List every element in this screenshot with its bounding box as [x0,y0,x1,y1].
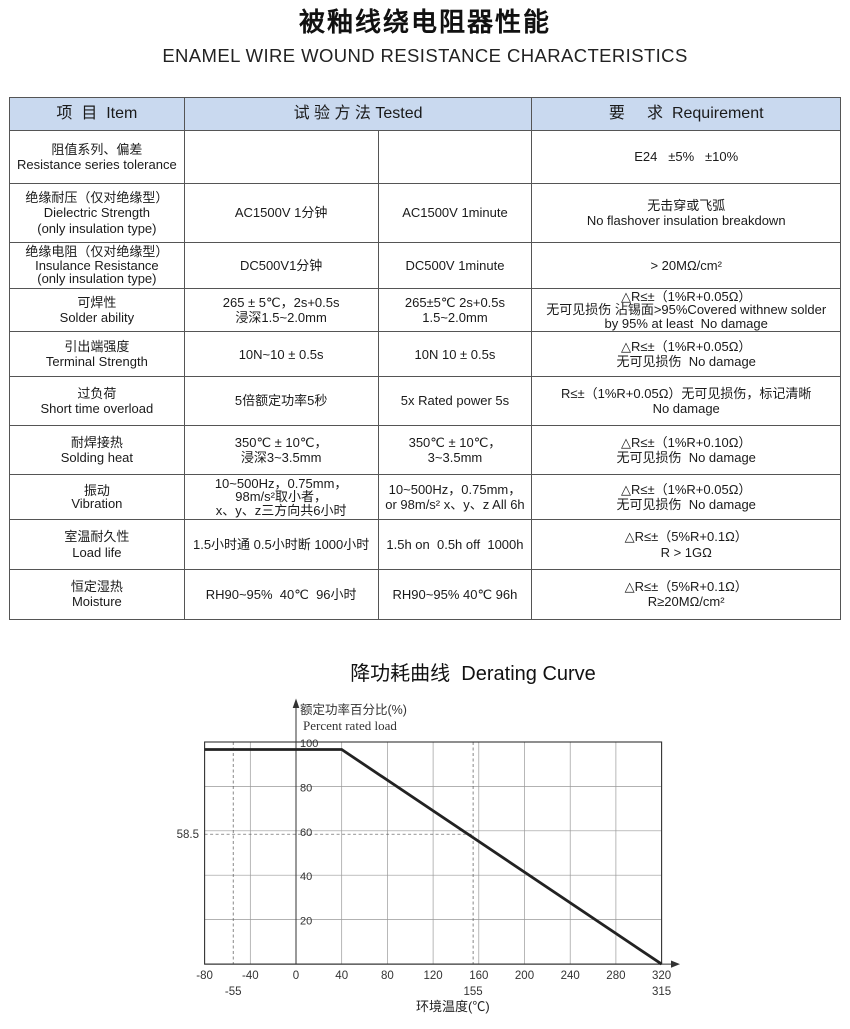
svg-text:-40: -40 [242,970,259,982]
svg-text:155: 155 [464,986,483,998]
svg-text:315: 315 [652,986,671,998]
svg-text:60: 60 [300,827,312,839]
svg-text:Percent rated load: Percent rated load [303,718,397,733]
svg-text:280: 280 [606,970,625,982]
svg-text:80: 80 [381,970,394,982]
svg-text:100: 100 [300,738,318,750]
svg-text:40: 40 [300,871,312,883]
svg-text:40: 40 [335,970,348,982]
svg-text:80: 80 [300,782,312,794]
svg-text:120: 120 [424,970,443,982]
svg-text:-55: -55 [225,986,242,998]
svg-text:20: 20 [300,916,312,928]
svg-text:-80: -80 [196,970,213,982]
svg-text:58.5: 58.5 [177,829,199,841]
svg-text:0: 0 [293,970,299,982]
svg-text:环境温度(℃): 环境温度(℃) [416,999,490,1014]
svg-text:160: 160 [469,970,488,982]
svg-text:240: 240 [561,970,580,982]
svg-text:320: 320 [652,970,671,982]
svg-text:200: 200 [515,970,534,982]
svg-text:额定功率百分比(%): 额定功率百分比(%) [300,702,407,717]
